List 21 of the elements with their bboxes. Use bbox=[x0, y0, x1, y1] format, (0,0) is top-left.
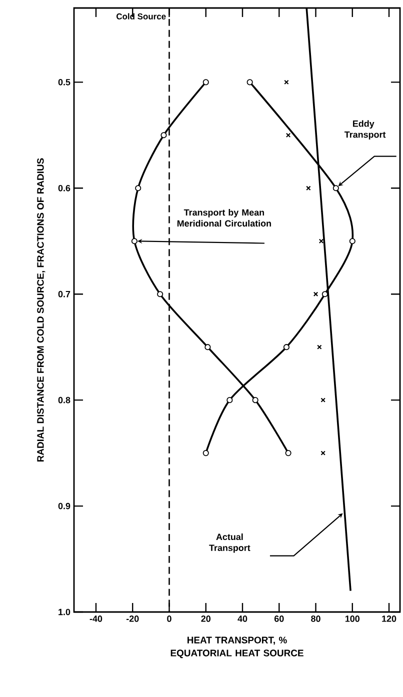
y-tick-label: 0.9 bbox=[58, 502, 70, 510]
annotation: Actual Transport bbox=[209, 533, 250, 553]
x-tick-label: 0 bbox=[167, 616, 172, 622]
y-axis-title: RADIAL DISTANCE FROM COLD SOURCE, FRACTIONS OF RADIUS bbox=[37, 158, 46, 462]
x-tick-label: -20 bbox=[126, 616, 139, 622]
x-tick-label: 120 bbox=[382, 616, 396, 622]
x-tick-label: -40 bbox=[90, 616, 102, 622]
annotation: Eddy Transport bbox=[344, 120, 386, 140]
annotation: Transport by Mean Meridional Circulation bbox=[177, 209, 271, 227]
y-tick-label: 0.7 bbox=[58, 290, 70, 298]
y-tick-label: 1.0 bbox=[58, 608, 70, 616]
x-axis-title: HEAT TRANSPORT, % EQUATORIAL HEAT SOURCE bbox=[170, 636, 304, 658]
x-tick-label: 40 bbox=[238, 616, 248, 622]
x-tick-label: 20 bbox=[201, 616, 210, 622]
x-tick-label: 100 bbox=[345, 616, 360, 622]
y-tick-label: 0.6 bbox=[58, 184, 70, 192]
x-tick-label: 80 bbox=[311, 616, 320, 622]
y-tick-label: 0.5 bbox=[58, 78, 70, 86]
x-tick-label: 60 bbox=[274, 616, 284, 622]
ref-line-label: Cold Source bbox=[116, 13, 166, 20]
y-tick-label: 0.8 bbox=[58, 396, 70, 404]
